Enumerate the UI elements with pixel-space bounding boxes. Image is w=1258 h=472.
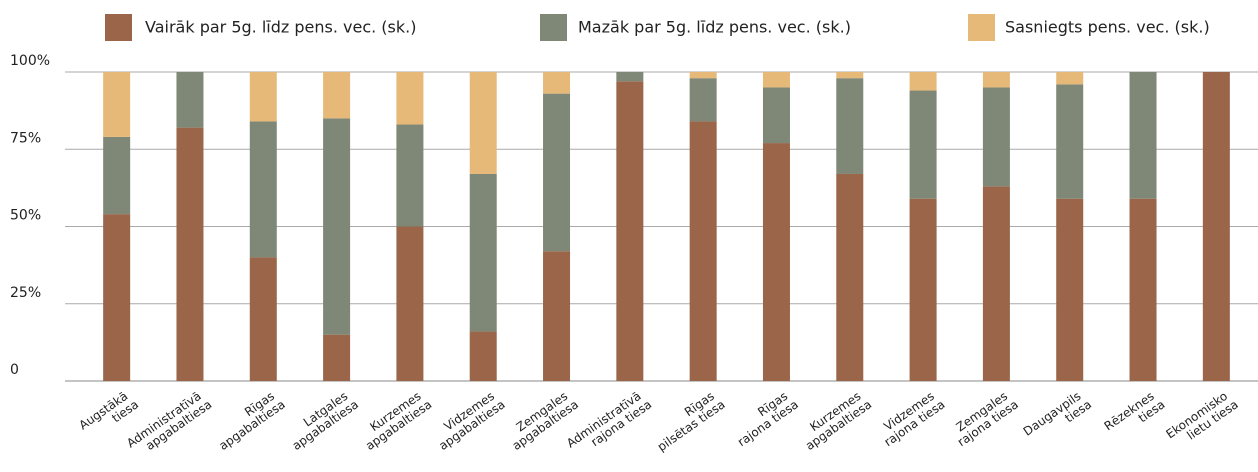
legend-swatch bbox=[105, 14, 132, 41]
bar-segment bbox=[543, 93, 571, 252]
bar-segment bbox=[616, 81, 644, 382]
bar-segment bbox=[323, 118, 351, 335]
bar-segment bbox=[1056, 84, 1084, 199]
bar-segment bbox=[836, 72, 864, 79]
bar-segment bbox=[323, 72, 351, 119]
bar-segment bbox=[762, 143, 790, 381]
bar-segment bbox=[689, 121, 717, 381]
legend-label: Vairāk par 5g. līdz pens. vec. (sk.) bbox=[145, 18, 416, 37]
bar-segment bbox=[103, 136, 131, 215]
y-tick-label: 100% bbox=[10, 53, 50, 69]
bar-segment bbox=[249, 257, 277, 381]
bar-segment bbox=[543, 72, 571, 94]
bar-segment bbox=[909, 90, 937, 199]
y-tick-label: 50% bbox=[10, 208, 41, 224]
bar-segment bbox=[689, 78, 717, 122]
bar-segment bbox=[982, 87, 1010, 187]
bar-segment bbox=[836, 173, 864, 381]
bar-segment bbox=[1056, 198, 1084, 381]
legend-label: Sasniegts pens. vec. (sk.) bbox=[1005, 18, 1210, 37]
bar-segment bbox=[689, 72, 717, 79]
bar-segment bbox=[982, 72, 1010, 88]
bar-segment bbox=[982, 186, 1010, 381]
bar-segment bbox=[909, 72, 937, 91]
bar-segment bbox=[249, 121, 277, 258]
bar-segment bbox=[1056, 72, 1084, 85]
y-tick-label: 75% bbox=[10, 130, 41, 146]
bar-segment bbox=[469, 173, 497, 332]
bar-segment bbox=[396, 72, 424, 125]
bar-segment bbox=[249, 72, 277, 122]
bar-segment bbox=[762, 72, 790, 88]
y-tick-label: 25% bbox=[10, 285, 41, 301]
bar-segment bbox=[176, 127, 204, 382]
bar-segment bbox=[396, 226, 424, 381]
legend-swatch bbox=[540, 14, 567, 41]
bar-segment bbox=[469, 331, 497, 381]
bar-segment bbox=[396, 124, 424, 227]
y-tick-label: 0 bbox=[10, 362, 19, 378]
bar-segment bbox=[543, 251, 571, 381]
bar-segment bbox=[616, 72, 644, 82]
bar-segment bbox=[1129, 198, 1157, 381]
bar-segment bbox=[1129, 72, 1157, 199]
bar-segment bbox=[909, 198, 937, 381]
bar-segment bbox=[1202, 72, 1230, 381]
bar-segment bbox=[836, 78, 864, 174]
bar-segment bbox=[176, 72, 204, 128]
bar-segment bbox=[103, 214, 131, 381]
legend-swatch bbox=[968, 14, 995, 41]
bar-segment bbox=[103, 72, 131, 137]
bar-segment bbox=[323, 334, 351, 381]
bar-segment bbox=[762, 87, 790, 144]
legend-label: Mazāk par 5g. līdz pens. vec. (sk.) bbox=[578, 18, 851, 37]
bar-segment bbox=[469, 72, 497, 174]
